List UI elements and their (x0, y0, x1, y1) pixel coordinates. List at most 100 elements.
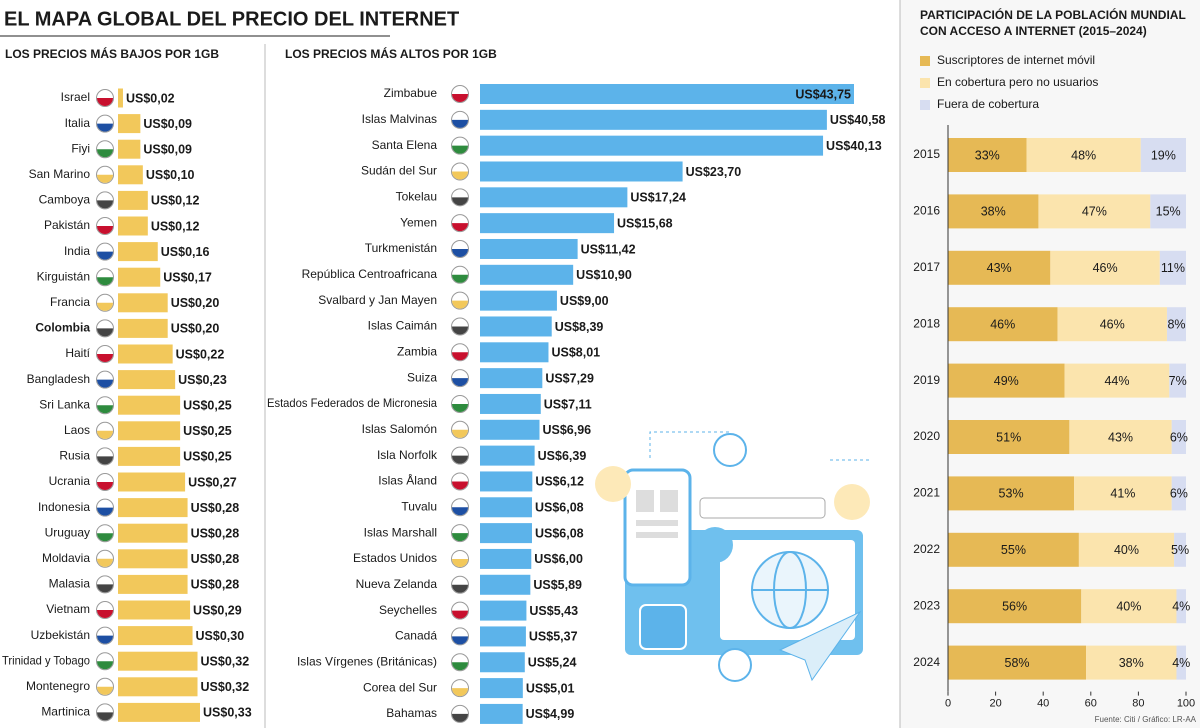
bar (480, 523, 532, 544)
flag-icon (452, 481, 468, 490)
value-label: 38% (1119, 656, 1144, 670)
bar (480, 290, 557, 311)
category-label: Colombia (35, 321, 90, 335)
value-label: 7% (1169, 374, 1187, 388)
bar (480, 213, 615, 234)
bar (480, 497, 532, 518)
category-label: Zimbabue (384, 86, 438, 100)
category-label: Laos (64, 423, 90, 437)
bar (480, 600, 527, 621)
y-tick-label: 2020 (913, 429, 940, 443)
bar-segment (948, 532, 1079, 567)
y-tick-label: 2022 (913, 542, 940, 556)
y-tick-label: 2023 (913, 598, 940, 612)
category-label: Tokelau (396, 189, 437, 203)
y-tick-label: 2019 (913, 373, 940, 387)
category-label: Santa Elena (372, 138, 438, 152)
value-label: US$15,68 (617, 216, 673, 230)
value-label: US$0,20 (171, 322, 220, 336)
illustration-plane (778, 610, 862, 682)
category-label: Francia (50, 295, 90, 309)
bar-segment (1166, 307, 1186, 342)
bar-segment (1176, 645, 1186, 680)
flag-icon (97, 354, 113, 362)
bar-segment (1069, 420, 1172, 454)
bar-segment (1150, 194, 1186, 229)
bar (480, 109, 827, 130)
value-label: US$4,99 (526, 707, 575, 721)
bar-segment (1081, 589, 1177, 624)
illustration-url-bar (699, 497, 826, 519)
bar (118, 651, 198, 671)
value-label: US$9,00 (560, 294, 609, 308)
value-label: US$0,22 (176, 347, 225, 361)
value-label: 43% (1108, 430, 1133, 444)
bar (118, 498, 188, 518)
y-tick-label: 2018 (913, 316, 940, 330)
bar (480, 445, 535, 466)
category-label: Montenegro (26, 679, 90, 693)
value-label: US$0,25 (183, 424, 232, 438)
y-tick-label: 2016 (913, 204, 940, 218)
category-label: Suiza (407, 370, 437, 384)
bar (118, 523, 188, 543)
value-label: US$5,01 (526, 681, 575, 695)
value-label: 15% (1156, 205, 1181, 219)
bar-segment (1038, 194, 1151, 229)
value-label: US$11,42 (581, 242, 636, 256)
value-label: 6% (1170, 487, 1188, 501)
flag-icon (452, 378, 468, 387)
category-label: Canadá (395, 629, 437, 643)
flag-icon (97, 251, 113, 260)
category-label: Rusia (59, 449, 90, 463)
value-label: US$0,27 (188, 475, 237, 489)
flag-icon (452, 223, 468, 232)
value-label: 8% (1167, 317, 1185, 331)
value-label: 46% (990, 317, 1015, 331)
value-label: US$0,25 (183, 398, 232, 412)
flag-icon (97, 712, 113, 721)
bar-segment (1159, 250, 1186, 285)
value-label: US$23,70 (686, 165, 742, 179)
bar (118, 600, 191, 620)
value-label: US$40,58 (830, 113, 886, 127)
category-label: Tuvalu (401, 499, 437, 513)
value-label: 5% (1171, 543, 1189, 557)
value-label: 46% (1093, 261, 1118, 275)
flag-icon (97, 456, 113, 465)
category-label: Martinica (41, 705, 90, 719)
bar (118, 626, 193, 646)
flag-icon (97, 661, 113, 670)
value-label: 43% (987, 261, 1012, 275)
value-label: 58% (1005, 656, 1030, 670)
value-label: US$8,01 (551, 346, 600, 360)
category-label: Fiyi (71, 141, 90, 155)
category-label: Haití (65, 346, 90, 360)
category-label: Islas Marshall (364, 525, 437, 539)
value-label: 48% (1071, 148, 1096, 162)
flag-icon (97, 123, 113, 132)
bar-segment (1174, 532, 1186, 567)
illustration-icon (713, 433, 747, 467)
value-label: US$6,00 (534, 552, 583, 566)
flag-icon (452, 326, 468, 335)
legend-label: Suscriptores de internet móvil (937, 53, 1095, 67)
value-label: US$5,37 (529, 630, 578, 644)
chart-title: LOS PRECIOS MÁS BAJOS POR 1GB (5, 46, 219, 61)
flag-icon (97, 584, 113, 593)
bar (480, 393, 541, 414)
category-label: Bangladesh (27, 372, 90, 386)
illustration-phone (636, 490, 654, 512)
bar (118, 677, 198, 697)
flag-icon (452, 455, 468, 464)
bar (118, 446, 181, 466)
illustration-icon (834, 484, 870, 520)
value-label: US$0,28 (191, 526, 240, 540)
value-label: US$0,10 (146, 168, 195, 182)
flag-icon (452, 713, 468, 722)
value-label: US$0,25 (183, 450, 232, 464)
chart-title: PARTICIPACIÓN DE LA POBLACIÓN MUNDIAL (920, 7, 1186, 22)
flag-icon (452, 119, 468, 128)
value-label: US$0,28 (191, 552, 240, 566)
